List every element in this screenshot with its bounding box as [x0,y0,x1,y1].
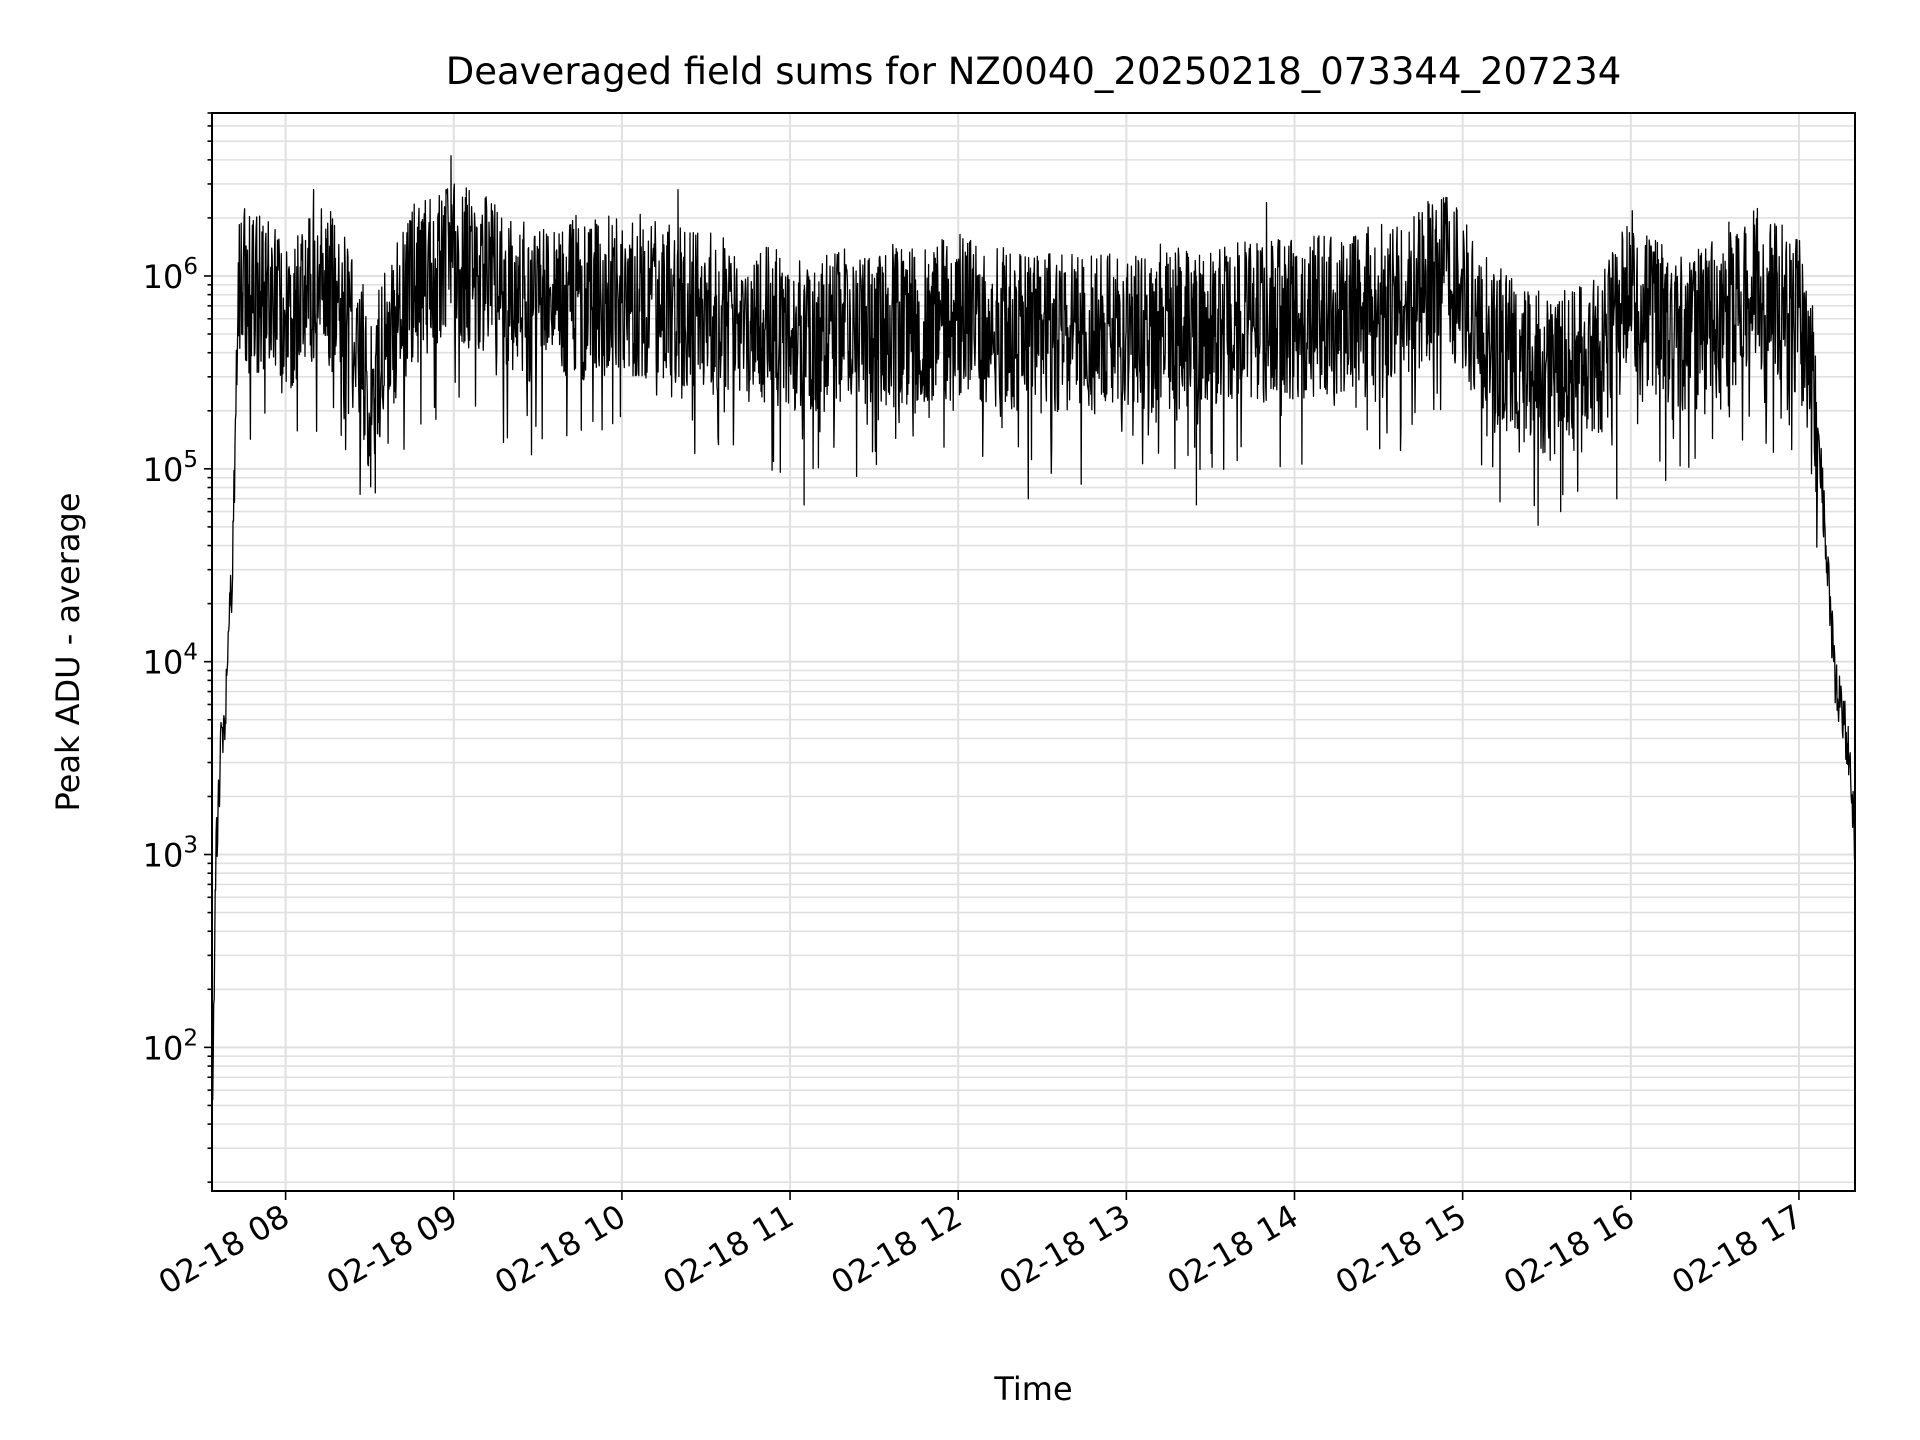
y-tick-label: 105 [143,447,198,489]
y-tick-label: 106 [143,254,198,296]
y-tick-label: 103 [143,833,198,875]
y-axis-label: Peak ADU - average [49,493,87,812]
plot-frame [211,112,1856,1192]
series-layer [212,155,1856,1101]
series-line [212,155,1856,1101]
y-tick-label: 102 [143,1025,198,1067]
y-axis: 102 103 104 105 106 [143,112,212,1183]
x-axis-label: Time [993,1370,1072,1408]
y-tick-label: 104 [143,640,198,682]
chart-title: Deaveraged field sums for NZ0040_2025021… [446,50,1622,93]
